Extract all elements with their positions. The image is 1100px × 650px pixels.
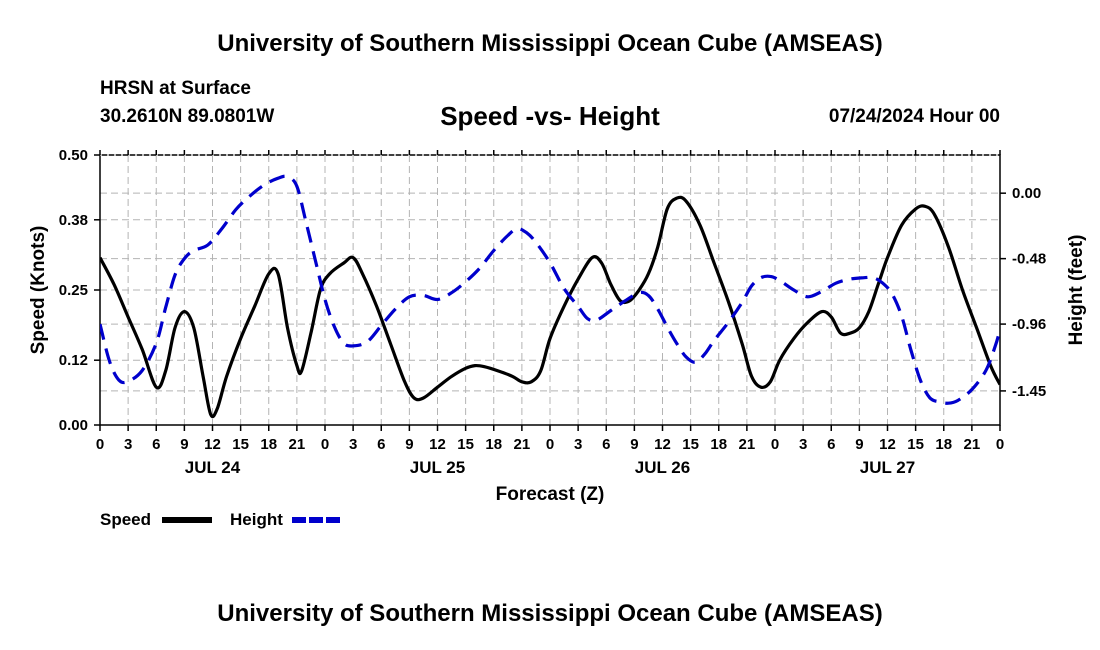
series-line-height bbox=[100, 174, 1000, 405]
station-label: HRSN at Surface bbox=[100, 78, 251, 99]
x-tick-label: 12 bbox=[204, 436, 221, 453]
x-tick-label: 3 bbox=[574, 436, 582, 453]
x-tick-label: 18 bbox=[935, 436, 952, 453]
x-tick-label: 21 bbox=[964, 436, 981, 453]
x-tick-label: 0 bbox=[96, 436, 104, 453]
x-tick-label: 3 bbox=[349, 436, 357, 453]
x-tick-label: 21 bbox=[289, 436, 306, 453]
x-tick-label: 0 bbox=[321, 436, 329, 453]
legend-label-speed: Speed bbox=[100, 510, 151, 529]
x-tick-label: 3 bbox=[124, 436, 132, 453]
x-tick-label: 9 bbox=[855, 436, 863, 453]
x-tick-label: 12 bbox=[654, 436, 671, 453]
x-tick-label: 12 bbox=[429, 436, 446, 453]
x-tick-label: 6 bbox=[377, 436, 385, 453]
x-tick-label: 0 bbox=[546, 436, 554, 453]
forecast-datetime: 07/24/2024 Hour 00 bbox=[828, 106, 1000, 127]
chart-subtitle: Speed -vs- Height bbox=[440, 101, 660, 131]
x-tick-label: 9 bbox=[180, 436, 188, 453]
y-axis-title: Speed (Knots) bbox=[28, 226, 49, 355]
x-tick-label: 0 bbox=[771, 436, 779, 453]
y-tick-label: 0.00 bbox=[59, 417, 88, 434]
x-day-label: JUL 25 bbox=[410, 458, 465, 477]
x-tick-label: 15 bbox=[457, 436, 474, 453]
x-tick-label: 12 bbox=[879, 436, 896, 453]
bottom-title: University of Southern Mississippi Ocean… bbox=[217, 600, 883, 627]
x-tick-label: 18 bbox=[485, 436, 502, 453]
x-day-label: JUL 27 bbox=[860, 458, 915, 477]
y2-tick-label: -1.45 bbox=[1012, 383, 1046, 400]
x-tick-label: 21 bbox=[514, 436, 531, 453]
legend-label-height: Height bbox=[230, 510, 283, 529]
x-tick-label: 15 bbox=[232, 436, 249, 453]
x-tick-label: 6 bbox=[152, 436, 160, 453]
x-tick-label: 18 bbox=[260, 436, 277, 453]
x-tick-label: 9 bbox=[405, 436, 413, 453]
x-tick-label: 15 bbox=[682, 436, 699, 453]
y2-tick-label: 0.00 bbox=[1012, 185, 1041, 202]
x-axis-title: Forecast (Z) bbox=[496, 484, 605, 505]
x-day-label: JUL 26 bbox=[635, 458, 690, 477]
y2-tick-label: -0.48 bbox=[1012, 251, 1046, 268]
series-line-speed bbox=[100, 195, 1000, 419]
x-tick-label: 0 bbox=[996, 436, 1004, 453]
x-tick-label: 3 bbox=[799, 436, 807, 453]
x-tick-label: 15 bbox=[907, 436, 924, 453]
x-tick-label: 21 bbox=[739, 436, 756, 453]
y-tick-label: 0.38 bbox=[59, 212, 88, 229]
x-tick-label: 18 bbox=[710, 436, 727, 453]
x-day-label: JUL 24 bbox=[185, 458, 241, 477]
y2-axis-title: Height (feet) bbox=[1066, 235, 1087, 346]
y2-tick-label: -0.96 bbox=[1012, 316, 1046, 333]
x-tick-label: 6 bbox=[827, 436, 835, 453]
y-tick-label: 0.25 bbox=[59, 282, 88, 299]
x-tick-label: 9 bbox=[630, 436, 638, 453]
top-title: University of Southern Mississippi Ocean… bbox=[217, 30, 883, 57]
y-tick-label: 0.12 bbox=[59, 352, 88, 369]
x-tick-label: 6 bbox=[602, 436, 610, 453]
y-tick-label: 0.50 bbox=[59, 147, 88, 164]
station-coordinates: 30.2610N 89.0801W bbox=[100, 106, 275, 127]
